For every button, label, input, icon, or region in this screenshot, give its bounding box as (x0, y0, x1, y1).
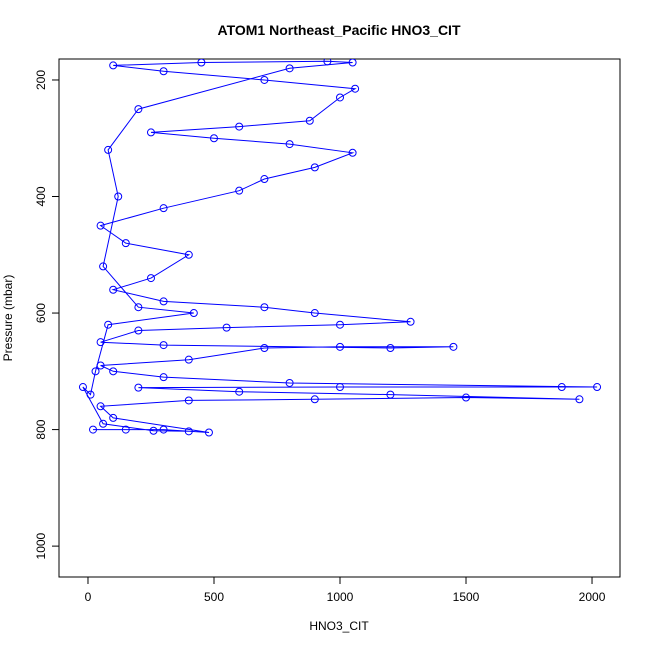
data-point (96, 361, 105, 370)
data-point (386, 344, 395, 353)
data-point (260, 303, 269, 312)
y-tick-label: 800 (34, 419, 48, 439)
data-point (159, 341, 168, 350)
data-point (104, 320, 113, 329)
data-point (109, 285, 118, 294)
data-point (121, 425, 130, 434)
data-point (406, 317, 415, 326)
data-point (121, 239, 130, 248)
data-point (310, 163, 319, 172)
data-point (96, 402, 105, 411)
x-tick-label: 2000 (579, 590, 606, 604)
y-tick-label: 400 (34, 186, 48, 206)
x-tick-label: 500 (204, 590, 224, 604)
plot-area (78, 59, 602, 437)
data-point (99, 262, 108, 271)
data-point (89, 425, 98, 434)
data-point (149, 426, 158, 435)
data-point (146, 128, 155, 137)
data-point (285, 64, 294, 73)
data-point (134, 303, 143, 312)
x-tick-label: 1500 (453, 590, 480, 604)
data-point (109, 61, 118, 70)
data-point (336, 342, 345, 351)
data-point (235, 122, 244, 131)
data-point (96, 338, 105, 347)
data-point (260, 344, 269, 353)
data-point (310, 309, 319, 318)
y-tick-label: 600 (34, 303, 48, 323)
data-point (159, 425, 168, 434)
data-point (86, 390, 95, 399)
data-point (91, 367, 100, 376)
data-point (184, 355, 193, 364)
data-point (235, 387, 244, 396)
data-point (260, 175, 269, 184)
data-point (184, 396, 193, 405)
data-point (305, 116, 314, 125)
data-point (557, 383, 566, 392)
data-line (82, 60, 598, 433)
data-point (462, 393, 471, 402)
data-point (593, 383, 602, 392)
data-point (222, 323, 231, 332)
data-point (209, 134, 218, 143)
data-point (575, 395, 584, 404)
data-point (285, 378, 294, 387)
data-point (134, 326, 143, 335)
data-point (197, 59, 206, 67)
data-point (189, 309, 198, 318)
data-point (109, 413, 118, 422)
data-point (99, 419, 108, 428)
chart-title: ATOM1 Northeast_Pacific HNO3_CIT (218, 22, 461, 38)
data-point (159, 204, 168, 213)
data-point (146, 274, 155, 283)
x-axis-label: HNO3_CIT (309, 619, 369, 633)
data-point (204, 428, 213, 437)
data-point (159, 67, 168, 76)
data-point (336, 320, 345, 329)
data-point (134, 105, 143, 114)
data-point (351, 84, 360, 93)
y-tick-label: 200 (34, 70, 48, 90)
data-point (336, 383, 345, 392)
data-point (159, 297, 168, 306)
data-point (386, 390, 395, 399)
data-point (184, 427, 193, 436)
data-point (260, 75, 269, 84)
data-point (449, 342, 458, 351)
data-point (235, 186, 244, 195)
data-point (323, 59, 332, 66)
data-point (184, 250, 193, 259)
plot-frame (58, 58, 621, 578)
data-point (104, 145, 113, 154)
y-tick-label: 1000 (34, 532, 48, 559)
data-point (348, 148, 357, 157)
data-point (310, 395, 319, 404)
data-point (78, 383, 87, 392)
data-point (336, 93, 345, 102)
data-point (114, 192, 123, 201)
x-tick-label: 1000 (327, 590, 354, 604)
data-point (159, 373, 168, 382)
y-axis-label: Pressure (mbar) (1, 275, 15, 362)
x-tick-label: 0 (85, 590, 92, 604)
data-point (96, 221, 105, 230)
data-point (348, 59, 357, 67)
data-point (285, 140, 294, 149)
data-point (109, 367, 118, 376)
data-point (134, 383, 143, 392)
